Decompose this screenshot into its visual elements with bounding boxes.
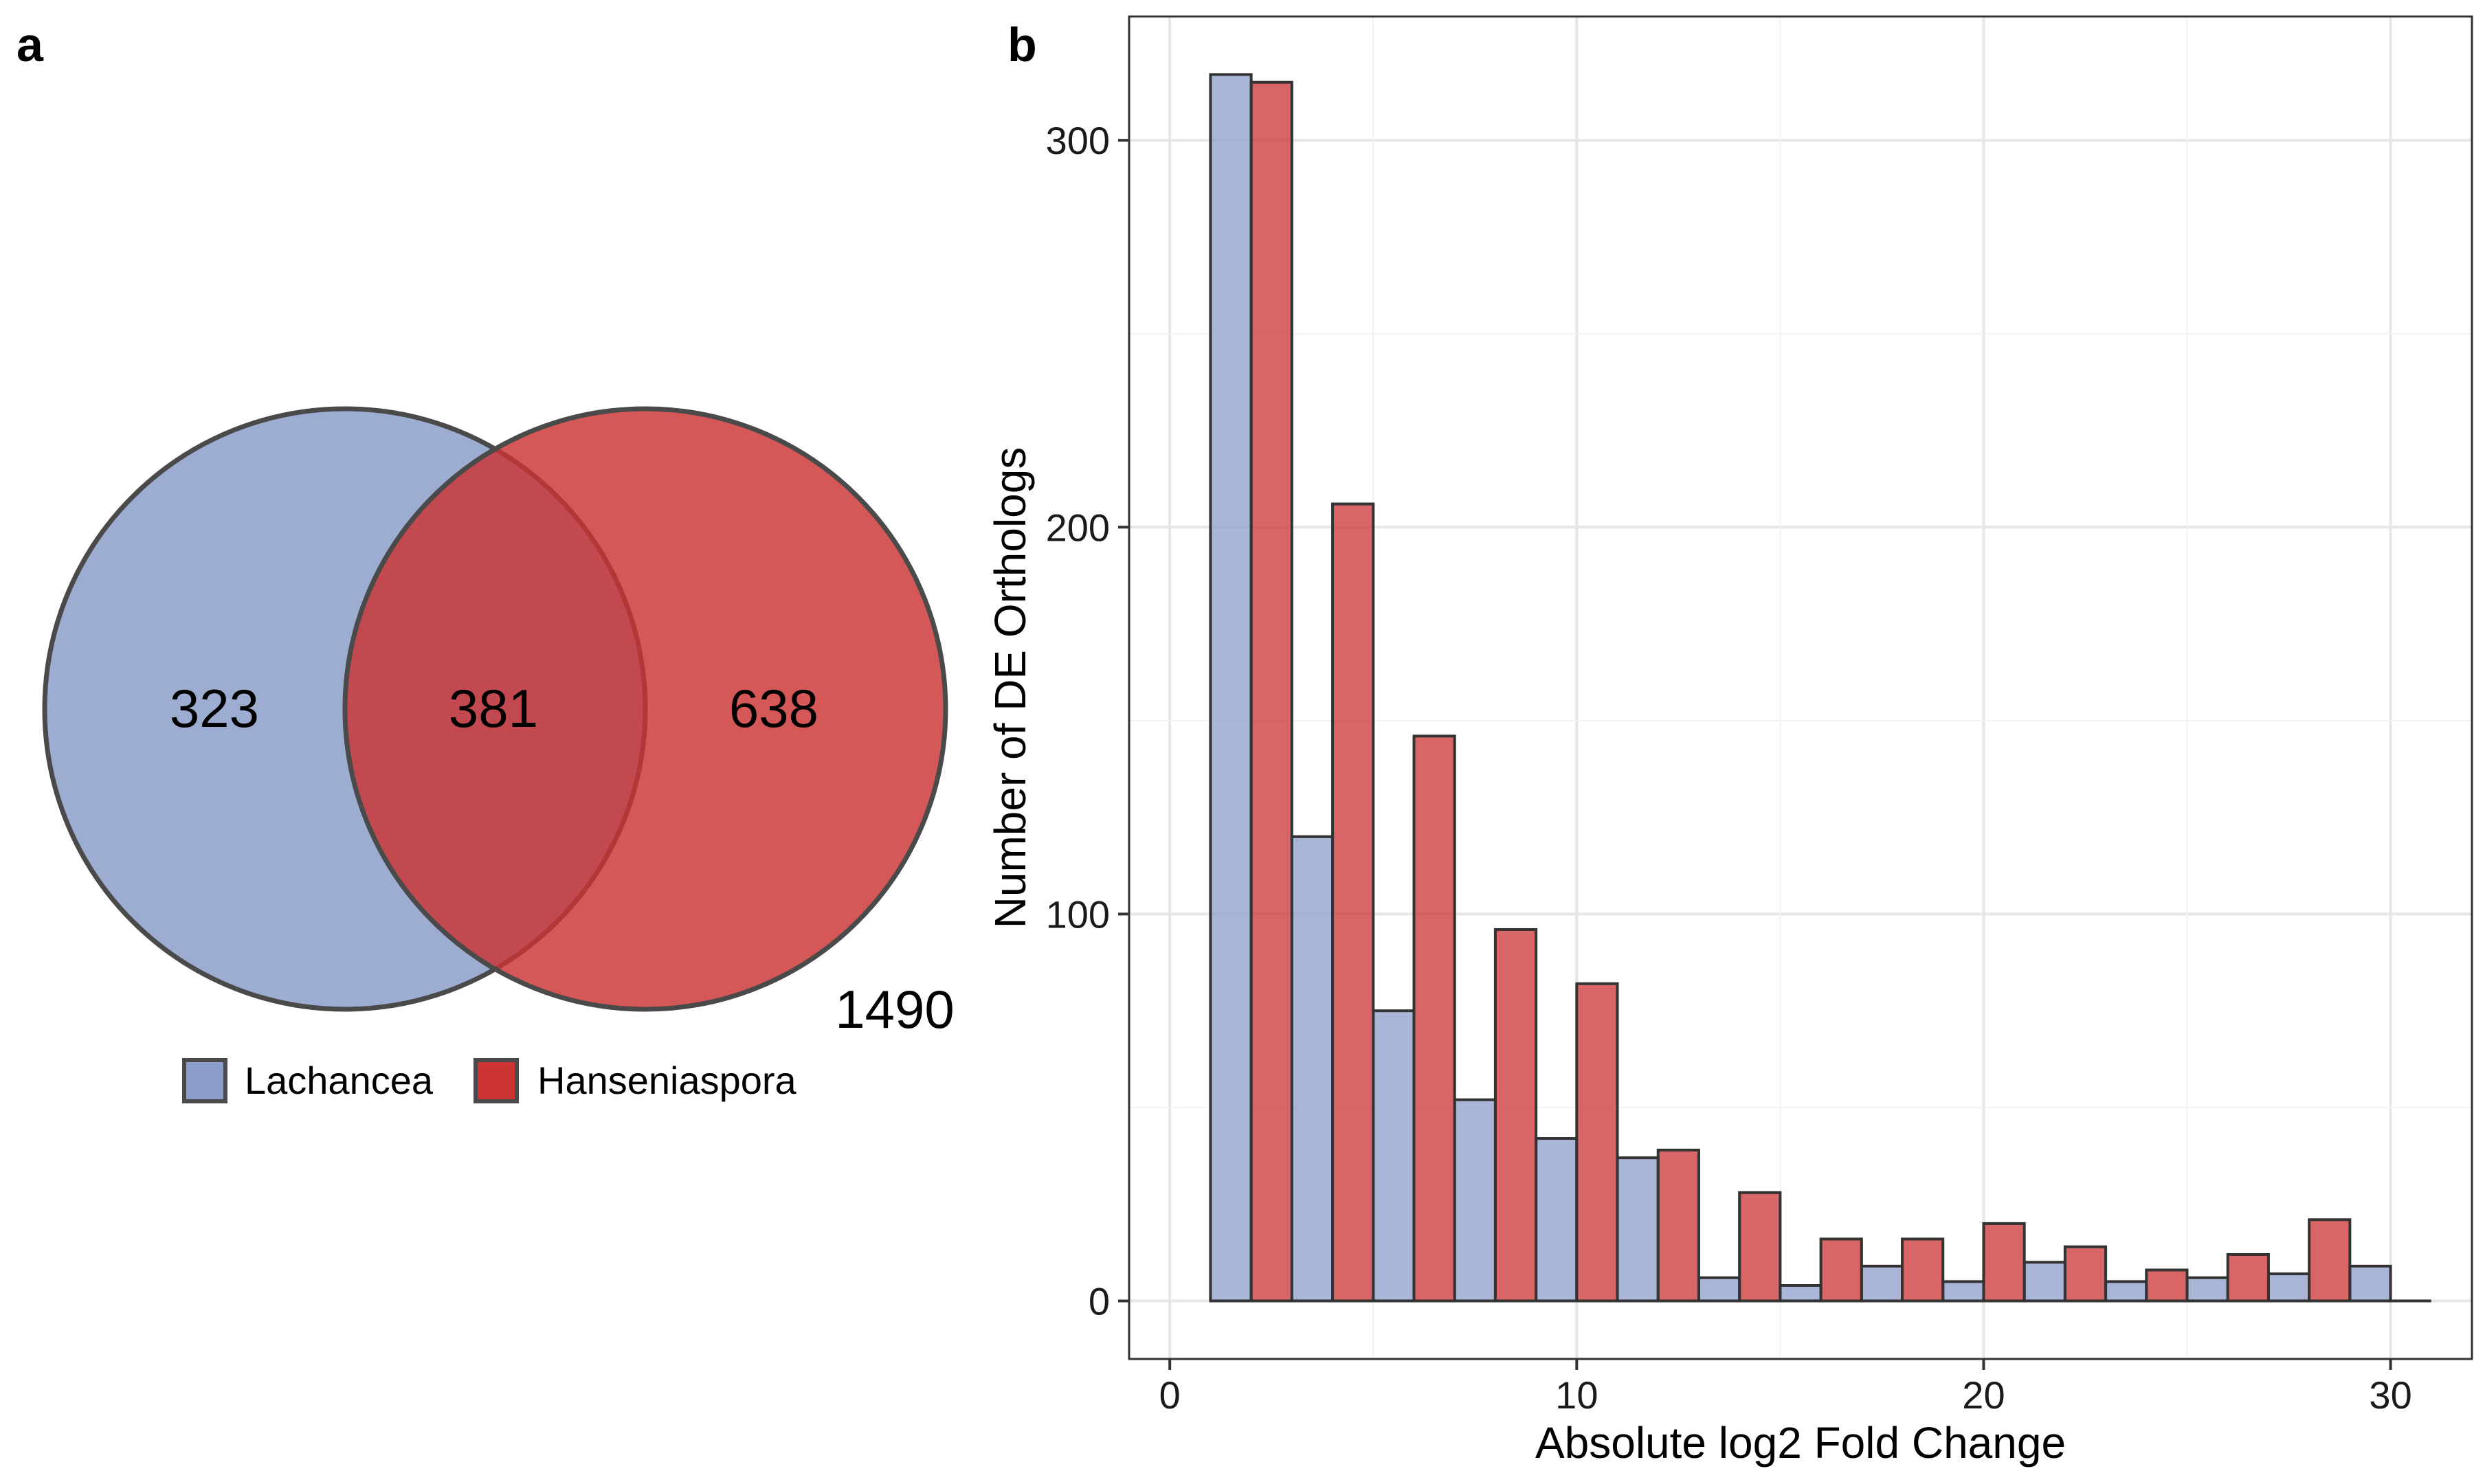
x-tick-label: 10	[1555, 1373, 1598, 1417]
bar-series1	[1616, 1156, 1660, 1303]
bar-series2	[1819, 1237, 1863, 1303]
x-tick-label: 0	[1159, 1373, 1181, 1417]
x-axis-label: Absolute log2 Fold Change	[1535, 1418, 2066, 1468]
bar-series2	[1575, 982, 1619, 1303]
bar-series1	[1779, 1284, 1823, 1303]
venn-diagram: 323 381 638 1490 Lachancea Hanseniaspora	[42, 406, 955, 1103]
bar-series1	[2266, 1272, 2311, 1303]
bar-series1	[1209, 73, 1253, 1303]
bar-series1	[1453, 1098, 1497, 1303]
bar-series2	[1249, 80, 1293, 1303]
bar-series1	[2185, 1276, 2229, 1303]
legend-swatch-hanseniaspora	[473, 1058, 519, 1103]
legend-label-hanseniaspora: Hanseniaspora	[537, 1059, 797, 1102]
bar-series1	[2022, 1261, 2066, 1303]
bar-series2	[2308, 1218, 2352, 1303]
bar-series1	[1290, 835, 1335, 1303]
bar-series1	[2104, 1280, 2148, 1303]
bar-series1	[1941, 1280, 1985, 1303]
panel-label-a: a	[16, 18, 43, 71]
panel-label-b: b	[1007, 18, 1037, 71]
bar-series1	[1697, 1276, 1741, 1303]
bar-series2	[2145, 1268, 2189, 1303]
venn-count-intersection: 381	[449, 678, 538, 739]
venn-legend: Lachancea Hanseniaspora	[182, 1058, 797, 1103]
venn-count-lachancea-only: 323	[170, 678, 259, 739]
venn-count-outside: 1490	[835, 979, 955, 1039]
y-tick-label: 100	[1046, 892, 1110, 936]
venn-circle-hanseniaspora	[342, 406, 948, 1012]
bar-series2	[1738, 1191, 1782, 1303]
y-tick-label: 0	[1089, 1280, 1110, 1323]
bar-series1	[2348, 1264, 2392, 1303]
bar-series2	[1331, 502, 1375, 1303]
legend-label-lachancea: Lachancea	[245, 1059, 434, 1102]
x-tick-label: 30	[2369, 1373, 2411, 1417]
bar-series2	[2063, 1245, 2108, 1303]
bar-series2	[1901, 1237, 1945, 1303]
bar-series2	[1982, 1222, 2026, 1303]
bar-series2	[1656, 1148, 1700, 1303]
y-axis-label: Number of DE Orthologs	[985, 447, 1035, 929]
bar-series2	[2226, 1252, 2270, 1303]
y-tick-label: 300	[1046, 119, 1110, 162]
bar-series2	[1412, 734, 1456, 1303]
bar-series1	[1535, 1137, 1579, 1303]
venn-count-hanseniaspora-only: 638	[729, 678, 818, 739]
bar-series1	[1372, 1009, 1416, 1303]
bar-series2	[1493, 928, 1538, 1303]
legend-swatch-lachancea	[182, 1058, 227, 1103]
bars	[1209, 73, 2431, 1303]
x-tick-label: 20	[1962, 1373, 2005, 1417]
y-tick-label: 200	[1046, 506, 1110, 549]
bar-series1	[1860, 1264, 1904, 1303]
plot-frame	[1128, 15, 2473, 1360]
